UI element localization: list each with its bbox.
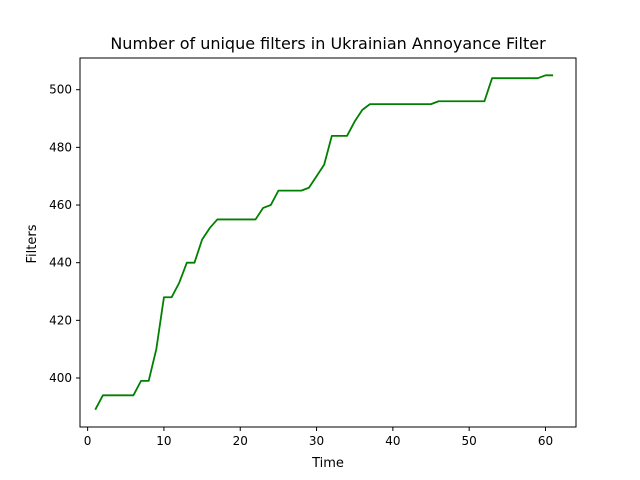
y-tick-label: 500 xyxy=(49,83,72,97)
y-tick-label: 420 xyxy=(49,313,72,327)
plot-frame xyxy=(79,57,577,428)
series-group xyxy=(94,74,554,411)
y-axis-label: Filters xyxy=(25,224,40,263)
x-tick-label: 40 xyxy=(385,434,400,448)
x-tick-label: 60 xyxy=(538,434,553,448)
y-tick-label: 460 xyxy=(49,198,72,212)
x-axis-label: Time xyxy=(311,456,344,471)
x-tick-label: 10 xyxy=(156,434,171,448)
x-tick-label: 50 xyxy=(462,434,477,448)
y-tick-label: 440 xyxy=(49,256,72,270)
series-line xyxy=(94,74,554,411)
chart-title: Number of unique filters in Ukrainian An… xyxy=(110,34,546,53)
y-tick-label: 400 xyxy=(49,371,72,385)
x-tick-label: 30 xyxy=(309,434,324,448)
y-tick-label: 480 xyxy=(49,140,72,154)
x-tick-label: 20 xyxy=(233,434,248,448)
x-tick-label: 0 xyxy=(84,434,92,448)
axis-ticks: 0 10 20 30 40 50 60 400 420 440 460 480 500 xyxy=(49,83,553,448)
